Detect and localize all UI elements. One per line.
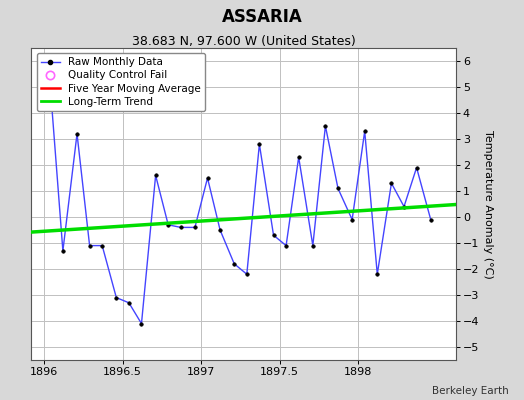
Y-axis label: Temperature Anomaly (°C): Temperature Anomaly (°C) (483, 130, 493, 278)
Text: Berkeley Earth: Berkeley Earth (432, 386, 508, 396)
Title: 38.683 N, 97.600 W (United States): 38.683 N, 97.600 W (United States) (132, 35, 356, 48)
Legend: Raw Monthly Data, Quality Control Fail, Five Year Moving Average, Long-Term Tren: Raw Monthly Data, Quality Control Fail, … (37, 53, 205, 111)
Text: ASSARIA: ASSARIA (222, 8, 302, 26)
